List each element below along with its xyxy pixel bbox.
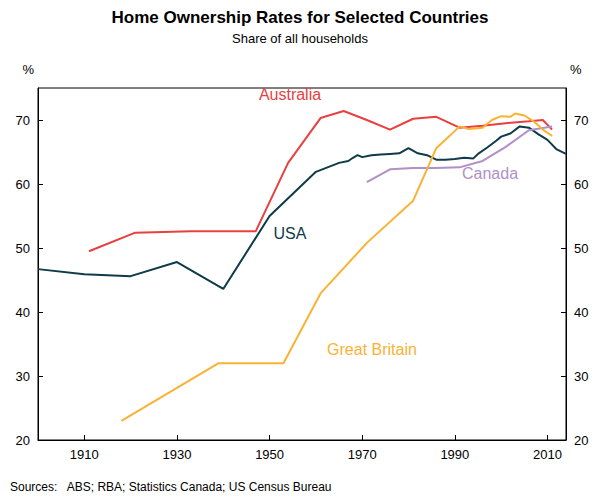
svg-text:USA: USA [274, 225, 307, 242]
svg-text:%: % [570, 62, 582, 77]
svg-text:60: 60 [16, 177, 30, 192]
svg-text:%: % [22, 62, 34, 77]
svg-text:1950: 1950 [255, 447, 284, 462]
svg-text:1930: 1930 [162, 447, 191, 462]
svg-text:1990: 1990 [440, 447, 469, 462]
svg-text:Canada: Canada [462, 165, 518, 182]
svg-text:Share of all households: Share of all households [232, 31, 368, 46]
svg-text:2010: 2010 [533, 447, 562, 462]
svg-text:30: 30 [16, 369, 30, 384]
svg-text:1970: 1970 [348, 447, 377, 462]
svg-text:50: 50 [574, 241, 588, 256]
svg-text:30: 30 [574, 369, 588, 384]
svg-text:Australia: Australia [259, 86, 321, 103]
svg-text:Great Britain: Great Britain [327, 341, 417, 358]
svg-text:70: 70 [16, 113, 30, 128]
svg-text:70: 70 [574, 113, 588, 128]
svg-text:1910: 1910 [70, 447, 99, 462]
svg-text:20: 20 [16, 433, 30, 448]
svg-text:40: 40 [574, 305, 588, 320]
svg-text:Home Ownership Rates for Selec: Home Ownership Rates for Selected Countr… [112, 8, 489, 27]
svg-text:20: 20 [574, 433, 588, 448]
svg-text:60: 60 [574, 177, 588, 192]
svg-text:50: 50 [16, 241, 30, 256]
svg-text:40: 40 [16, 305, 30, 320]
svg-text:Sources: ABS; RBA; Statistic: Sources: ABS; RBA; Statistics Canada; US… [10, 480, 332, 494]
